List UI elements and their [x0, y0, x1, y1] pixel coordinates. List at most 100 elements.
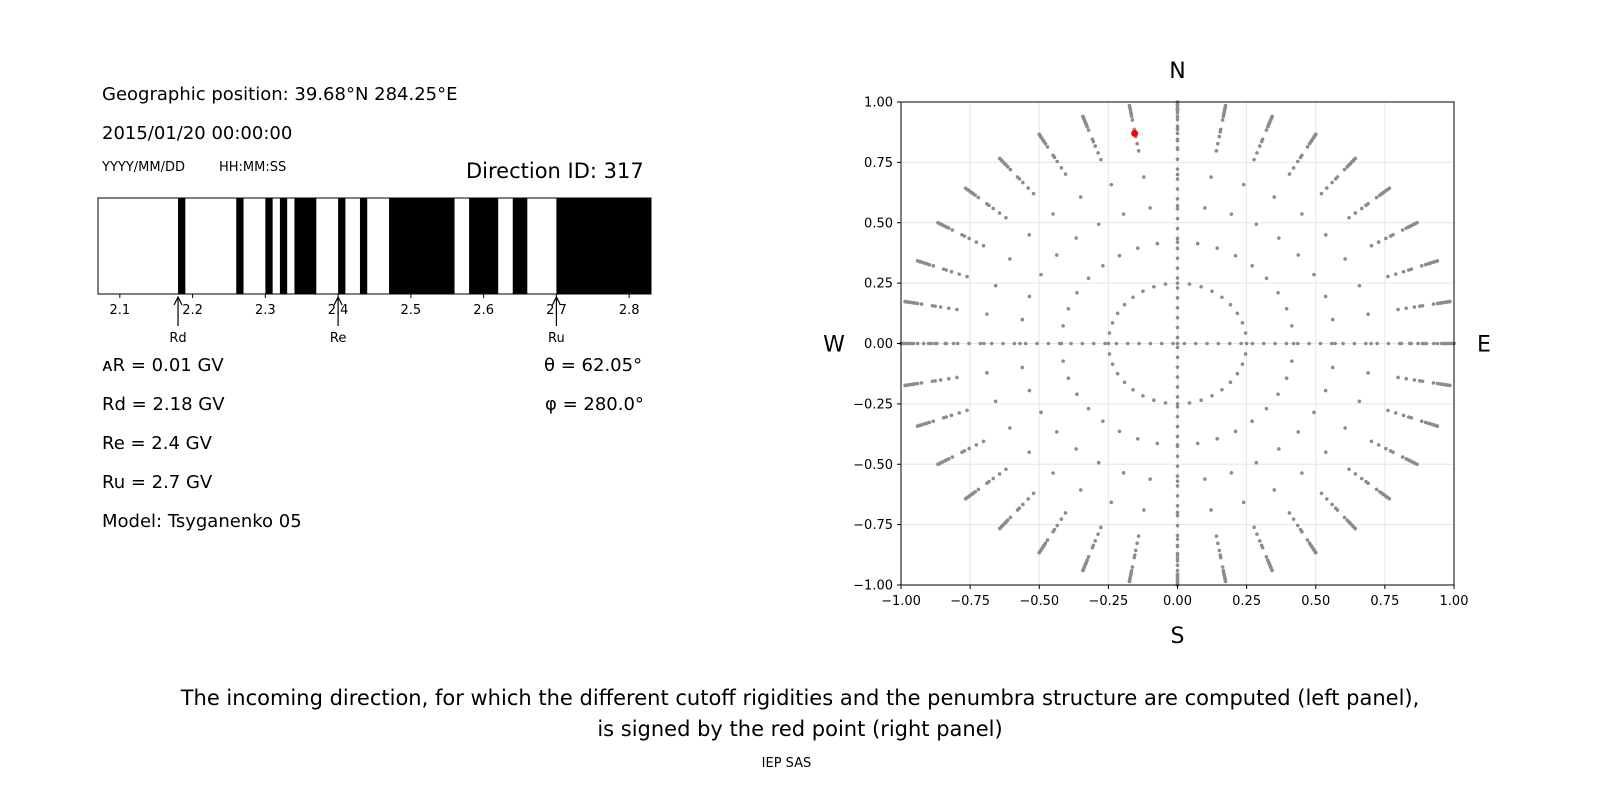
direction-dot	[1318, 341, 1323, 346]
direction-dot	[1175, 147, 1180, 152]
direction-dot	[1386, 408, 1390, 413]
direction-dot	[1175, 454, 1180, 459]
direction-dot	[955, 307, 959, 312]
direction-dot	[1214, 534, 1219, 538]
direction-dot	[1175, 464, 1180, 468]
direction-dot	[1218, 555, 1223, 560]
direction-dot	[1015, 508, 1020, 512]
direction-dot	[991, 206, 996, 211]
direction-dot	[903, 383, 908, 388]
direction-dot	[1447, 299, 1452, 304]
direction-dot	[1061, 359, 1065, 363]
direction-dot	[910, 341, 915, 346]
direction-dot	[1175, 204, 1180, 208]
credit: IEP SAS	[761, 756, 812, 771]
direction-dot	[1418, 379, 1422, 383]
direction-dot	[1240, 362, 1245, 366]
direction-dot	[1323, 233, 1328, 237]
y-tick-label: 0.00	[864, 337, 893, 352]
direction-dot	[1228, 302, 1233, 307]
y-tick-label: −0.25	[853, 397, 893, 412]
direction-dot	[1133, 548, 1138, 553]
direction-dot	[1347, 467, 1351, 472]
direction-dot	[1175, 226, 1180, 231]
direction-dot	[955, 375, 959, 380]
direction-dot	[1175, 375, 1180, 379]
direction-dot	[1054, 430, 1059, 434]
direction-dot	[1012, 341, 1017, 346]
direction-dot	[993, 283, 998, 288]
direction-dot	[985, 312, 989, 316]
direction-dot	[1045, 538, 1050, 542]
direction-dot	[963, 496, 968, 501]
direction-dot	[1074, 447, 1078, 451]
direction-dot	[1284, 341, 1289, 346]
y-tick-label: 0.25	[864, 277, 893, 292]
direction-dot	[1401, 413, 1406, 418]
penumbra-band	[556, 198, 651, 294]
direction-dot	[1148, 206, 1152, 210]
direction-dot	[1008, 257, 1012, 261]
direction-dot	[1420, 341, 1425, 346]
direction-dot	[1290, 359, 1294, 363]
x-tick-label: 2.8	[619, 303, 640, 318]
direction-dot	[1175, 510, 1180, 515]
direction-dot	[1051, 153, 1055, 158]
direction-dot	[1175, 216, 1180, 221]
direction-dot	[989, 341, 994, 346]
direction-dot	[1420, 303, 1425, 308]
direction-dot	[1287, 172, 1292, 176]
direction-dot	[1137, 341, 1141, 346]
direction-dot	[1004, 467, 1008, 472]
direction-dot	[965, 408, 969, 413]
direction-dot	[1257, 539, 1262, 543]
direction-dot	[1175, 345, 1180, 350]
direction-dot	[1163, 401, 1168, 405]
direction-dot	[1424, 341, 1429, 346]
y-tick-label: −0.75	[853, 518, 893, 533]
direction-dot	[1255, 532, 1259, 536]
direction-dot	[1096, 222, 1101, 227]
direction-dot	[1109, 182, 1114, 187]
direction-dot	[936, 220, 940, 225]
direction-dot	[936, 462, 940, 467]
direction-dot	[1229, 212, 1234, 216]
direction-dot	[1384, 446, 1388, 451]
direction-dot	[949, 413, 954, 418]
geo-position: Geographic position: 39.68°N 284.25°E	[102, 84, 458, 105]
direction-dot	[1046, 341, 1051, 346]
direction-dot	[1217, 134, 1222, 139]
direction-dot	[1254, 222, 1259, 227]
direction-dot	[1135, 141, 1139, 146]
direction-dot	[1078, 488, 1083, 492]
direction-dot	[1363, 341, 1368, 346]
direction-dot	[1209, 508, 1213, 512]
direction-dot	[1323, 450, 1328, 454]
direction-dot	[1136, 149, 1141, 153]
direction-dot	[1175, 355, 1180, 360]
direction-dot	[1175, 484, 1180, 488]
direction-dot	[1323, 388, 1328, 393]
penumbra-band	[265, 198, 273, 294]
delta-r-value: ᴀR = 0.01 GV	[102, 355, 224, 376]
west-label: W	[823, 333, 845, 358]
direction-dot	[1319, 491, 1324, 496]
direction-dot	[991, 476, 996, 481]
direction-dot	[941, 267, 946, 271]
direction-dot	[1435, 341, 1440, 346]
direction-dot	[1187, 401, 1192, 405]
direction-dot	[1391, 233, 1395, 237]
direction-dot	[944, 341, 949, 346]
direction-dot	[1199, 398, 1203, 403]
direction-dot	[1416, 341, 1420, 346]
direction-dot	[950, 455, 955, 459]
direction-dot	[1352, 341, 1357, 346]
direction-dot	[1175, 127, 1180, 132]
direction-dot	[938, 305, 943, 309]
direction-dot	[1359, 206, 1364, 211]
direction-dot	[1110, 362, 1115, 366]
direction-dot	[1175, 523, 1180, 528]
direction-dot	[1027, 450, 1032, 454]
direction-dot	[1276, 290, 1280, 295]
direction-dot	[1404, 376, 1409, 381]
